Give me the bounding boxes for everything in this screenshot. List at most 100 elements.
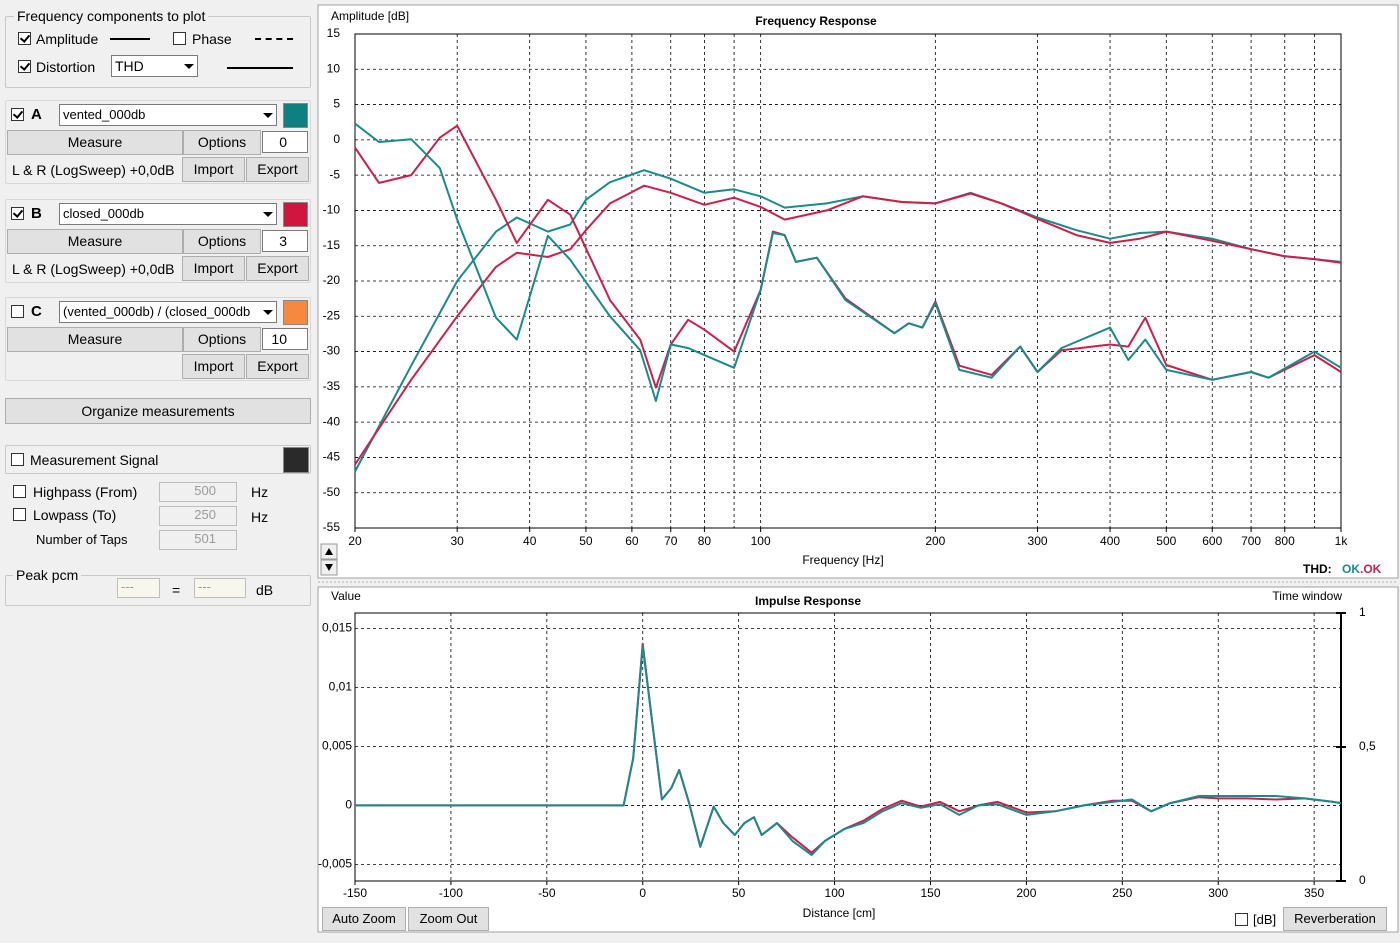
highpass-checkbox[interactable] xyxy=(13,485,26,498)
y-tick-label: 10 xyxy=(327,61,341,75)
series-line xyxy=(354,122,1342,402)
export-button[interactable]: Export xyxy=(246,157,309,182)
measurement-select[interactable]: vented_000db xyxy=(59,104,277,126)
organize-button[interactable]: Organize measurements xyxy=(5,398,311,424)
scroll-up[interactable] xyxy=(320,543,338,560)
options-button[interactable]: Options xyxy=(183,327,261,352)
series-line xyxy=(355,645,1342,856)
x-tick-label: 30 xyxy=(451,534,465,548)
taps-input[interactable]: 501 xyxy=(159,530,237,550)
x-tick-label: 700 xyxy=(1241,534,1261,548)
x-tick-label: 70 xyxy=(664,534,678,548)
options-button[interactable]: Options xyxy=(183,130,261,155)
measurement-name: closed_000db xyxy=(63,206,144,221)
measurement-color[interactable] xyxy=(283,202,308,227)
x-tick-label: 300 xyxy=(1208,886,1228,900)
phase-label: Phase xyxy=(192,31,232,47)
import-button[interactable]: Import xyxy=(182,256,245,281)
measurement-group xyxy=(5,297,311,381)
x-tick-label: 400 xyxy=(1100,534,1120,548)
y2-tick-label: 0,5 xyxy=(1359,739,1376,753)
thd-label: THD: xyxy=(1303,562,1332,576)
measurement-name: (vented_000db) / (closed_000db xyxy=(63,304,251,319)
amplitude-line-style xyxy=(110,38,150,40)
x-tick-label: 600 xyxy=(1202,534,1222,548)
x-tick-label: 0 xyxy=(639,886,646,900)
y2-tick-label: 0 xyxy=(1359,873,1366,887)
measurement-select[interactable]: closed_000db xyxy=(59,203,277,225)
db-label: [dB] xyxy=(1253,912,1277,927)
auto-zoom-button[interactable]: Auto Zoom xyxy=(322,907,406,931)
amplitude-checkbox[interactable] xyxy=(18,32,31,45)
x-tick-label: 200 xyxy=(925,534,945,548)
measurement-checkbox[interactable] xyxy=(11,108,24,121)
phase-checkbox[interactable] xyxy=(173,32,186,45)
distortion-checkbox[interactable] xyxy=(18,60,31,73)
measurement-group xyxy=(5,199,311,283)
measurement-source: L & R (LogSweep) +0,0dB xyxy=(12,261,175,277)
y-axis-label: Value xyxy=(331,589,361,603)
y-tick-label: -10 xyxy=(323,203,341,217)
smoothing-input[interactable]: 0 xyxy=(262,131,308,153)
measurement-checkbox[interactable] xyxy=(11,305,24,318)
chart-title: Impulse Response xyxy=(755,594,861,608)
chart-title: Frequency Response xyxy=(755,14,877,28)
measurement-select[interactable]: (vented_000db) / (closed_000db xyxy=(59,301,277,323)
lowpass-label: Lowpass (To) xyxy=(33,507,117,523)
peak-unit: dB xyxy=(256,582,274,598)
y-tick-label: 5 xyxy=(333,97,340,111)
import-button[interactable]: Import xyxy=(182,157,245,182)
plot-area xyxy=(354,612,1342,882)
export-button[interactable]: Export xyxy=(246,256,309,281)
import-button[interactable]: Import xyxy=(182,354,245,379)
measurement-checkbox[interactable] xyxy=(11,207,24,220)
measurement-source: L & R (LogSweep) +0,0dB xyxy=(12,162,175,178)
signal-checkbox[interactable] xyxy=(11,453,24,466)
scroll-down[interactable] xyxy=(320,559,338,576)
x-tick-label: 350 xyxy=(1304,886,1324,900)
x-axis-label: Distance [cm] xyxy=(803,906,876,920)
measure-button[interactable]: Measure xyxy=(7,229,183,254)
lowpass-input[interactable]: 250 xyxy=(159,506,237,526)
x-axis-label: Frequency [Hz] xyxy=(802,553,883,567)
y-tick-label: 15 xyxy=(327,26,341,40)
y2-tick-label: 1 xyxy=(1359,605,1366,619)
x-tick-label: 200 xyxy=(1016,886,1036,900)
thd-status-a: OK xyxy=(1342,562,1360,576)
highpass-input[interactable]: 500 xyxy=(159,482,237,502)
distortion-select[interactable]: THD xyxy=(111,55,198,77)
lowpass-unit: Hz xyxy=(251,509,269,525)
measure-button[interactable]: Measure xyxy=(7,327,183,352)
reverberation-button[interactable]: Reverberation xyxy=(1283,907,1387,931)
measurement-color[interactable] xyxy=(283,300,308,325)
x-tick-label: 50 xyxy=(732,886,746,900)
peak-left: --- xyxy=(117,578,160,598)
zoom-out-button[interactable]: Zoom Out xyxy=(408,907,489,931)
smoothing-input[interactable]: 10 xyxy=(262,328,308,350)
db-checkbox[interactable] xyxy=(1235,913,1248,926)
x-tick-label: 300 xyxy=(1028,534,1048,548)
signal-color[interactable] xyxy=(283,447,309,473)
x-tick-label: 100 xyxy=(825,886,845,900)
x-tick-label: 500 xyxy=(1156,534,1176,548)
x-tick-label: -50 xyxy=(538,886,556,900)
y-tick-label: -35 xyxy=(323,379,341,393)
x-tick-label: 250 xyxy=(1112,886,1132,900)
y-tick-label: -30 xyxy=(323,344,341,358)
signal-label: Measurement Signal xyxy=(30,452,159,468)
export-button[interactable]: Export xyxy=(246,354,309,379)
measurement-color[interactable] xyxy=(283,103,308,128)
measurement-group xyxy=(5,100,311,184)
lowpass-checkbox[interactable] xyxy=(13,508,26,521)
phase-line-style xyxy=(255,38,293,40)
components-title: Frequency components to plot xyxy=(14,8,209,24)
x-tick-label: 20 xyxy=(348,534,362,548)
x-tick-label: -100 xyxy=(439,886,463,900)
smoothing-input[interactable]: 3 xyxy=(262,230,308,252)
x-tick-label: -150 xyxy=(343,886,367,900)
measure-button[interactable]: Measure xyxy=(7,130,183,155)
options-button[interactable]: Options xyxy=(183,229,261,254)
y-tick-label: -5 xyxy=(329,167,340,181)
